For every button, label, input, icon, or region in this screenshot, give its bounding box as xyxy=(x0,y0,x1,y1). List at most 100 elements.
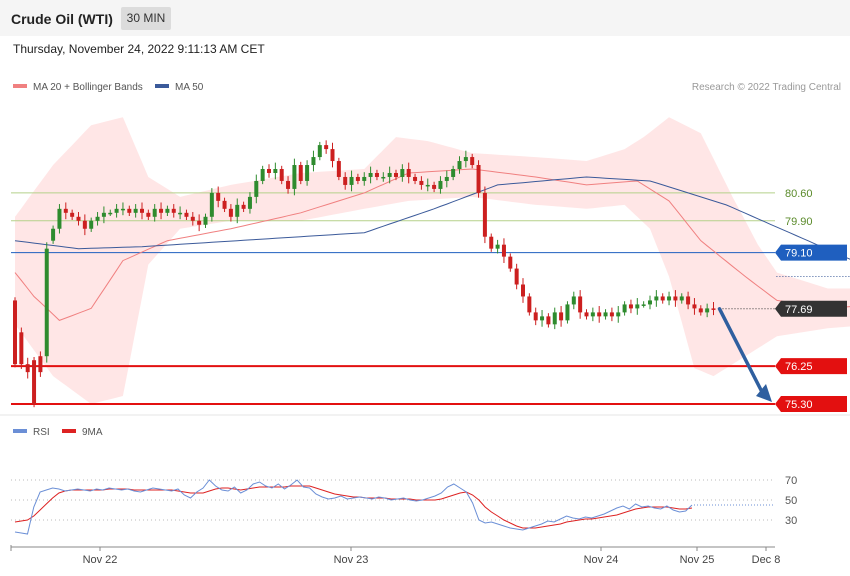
candle-body xyxy=(705,308,710,313)
candle-body xyxy=(362,176,367,181)
candle-body xyxy=(19,332,24,365)
candle-body xyxy=(571,296,576,305)
x-tick-label: Nov 25 xyxy=(680,554,715,566)
rsi-tick-label: 50 xyxy=(785,495,797,507)
candle-body xyxy=(355,176,360,181)
candle-body xyxy=(336,161,341,177)
research-credit: Research © 2022 Trading Central xyxy=(692,82,841,93)
candle-body xyxy=(622,304,627,313)
forecast-arrow-shaft xyxy=(717,307,764,394)
level-badge-last xyxy=(775,300,847,317)
candle-body xyxy=(667,296,672,301)
rsi-legend-label: RSI xyxy=(33,427,50,438)
candle-body xyxy=(444,176,449,181)
level-label-resistance: 80.60 xyxy=(785,188,813,200)
candle-body xyxy=(108,212,113,215)
level-badge-support xyxy=(775,358,847,375)
candle-body xyxy=(400,169,405,177)
instrument-title: Crude Oil (WTI) xyxy=(11,11,113,27)
x-tick-label: Nov 24 xyxy=(584,554,619,566)
candle-body xyxy=(241,204,246,209)
bollinger-bands xyxy=(15,117,850,404)
candle-body xyxy=(533,312,538,321)
candle-body xyxy=(184,212,189,217)
level-badge-support xyxy=(775,396,847,412)
candle-body xyxy=(343,176,348,185)
x-tick-label: Nov 22 xyxy=(83,554,118,566)
candle-body xyxy=(381,176,386,179)
candle-body xyxy=(38,356,43,373)
candle-body xyxy=(13,300,17,365)
ma50-line xyxy=(14,176,850,260)
candle-body xyxy=(76,216,81,221)
candle-body xyxy=(140,208,144,213)
ma20-legend-swatch xyxy=(13,84,27,88)
candle-body xyxy=(197,220,202,225)
candle-body xyxy=(438,180,443,189)
candle-body xyxy=(559,312,564,321)
candle-body xyxy=(254,180,259,197)
candle-body xyxy=(190,216,195,221)
rsi-panel: 70 50 30 xyxy=(11,475,797,535)
candle-body xyxy=(394,172,398,177)
rsi-tick-label: 30 xyxy=(785,515,797,527)
price-levels xyxy=(11,192,775,405)
timeframe-button[interactable]: 30 MIN xyxy=(121,7,171,30)
candle-body xyxy=(82,220,87,229)
candle-body xyxy=(273,169,278,173)
level-label-resistance: 79.90 xyxy=(785,216,813,228)
candle-body xyxy=(660,296,665,301)
candle-body xyxy=(584,312,589,317)
candle-body xyxy=(368,172,373,177)
x-tick-label: Nov 23 xyxy=(334,554,369,566)
candle-body xyxy=(120,208,125,211)
candle-body xyxy=(609,312,614,317)
candle-body xyxy=(521,284,525,297)
candle-body xyxy=(514,268,519,285)
candle-body xyxy=(527,296,532,313)
candle-body xyxy=(114,208,119,213)
candle-body xyxy=(413,176,418,181)
level-label-last: 77.69 xyxy=(785,304,813,316)
candle-body xyxy=(279,169,284,181)
candle-body xyxy=(317,145,322,158)
candle-body xyxy=(216,192,221,201)
candle-body xyxy=(260,169,265,181)
candlesticks xyxy=(13,140,716,408)
candle-body xyxy=(501,244,506,257)
forecast-arrow-head xyxy=(756,384,772,402)
candle-body xyxy=(692,304,697,309)
moving-averages xyxy=(14,168,850,321)
candle-body xyxy=(711,308,716,310)
candle-body xyxy=(432,184,437,189)
candle-body xyxy=(159,208,164,213)
candle-body xyxy=(590,312,595,317)
candle-body xyxy=(374,172,379,177)
candle-body xyxy=(635,304,640,309)
candle-body xyxy=(57,208,62,229)
candle-body xyxy=(628,304,633,309)
candle-body xyxy=(171,208,176,213)
candle-body xyxy=(540,316,545,321)
ma50-legend-swatch xyxy=(155,84,169,88)
rsi-line xyxy=(14,479,693,535)
candle-body xyxy=(349,176,354,185)
x-axis-ticks: Nov 22 Nov 23 Nov 24 Nov 25 Dec 8 xyxy=(10,545,780,566)
candle-body xyxy=(470,157,475,166)
forecast-arrow xyxy=(717,307,772,402)
candle-body xyxy=(495,244,500,249)
candle-body xyxy=(324,145,329,150)
candle-body xyxy=(330,149,335,162)
candle-body xyxy=(406,169,411,177)
rsi-tick-label: 70 xyxy=(785,475,797,487)
candle-body xyxy=(44,248,49,357)
candle-body xyxy=(654,296,659,301)
candle-body xyxy=(101,212,106,217)
level-label-support: 76.25 xyxy=(785,361,813,373)
candle-body xyxy=(209,192,214,217)
bollinger-band-area xyxy=(15,117,850,404)
candle-body xyxy=(286,180,291,189)
candle-body xyxy=(552,312,557,325)
candle-body xyxy=(463,157,468,162)
